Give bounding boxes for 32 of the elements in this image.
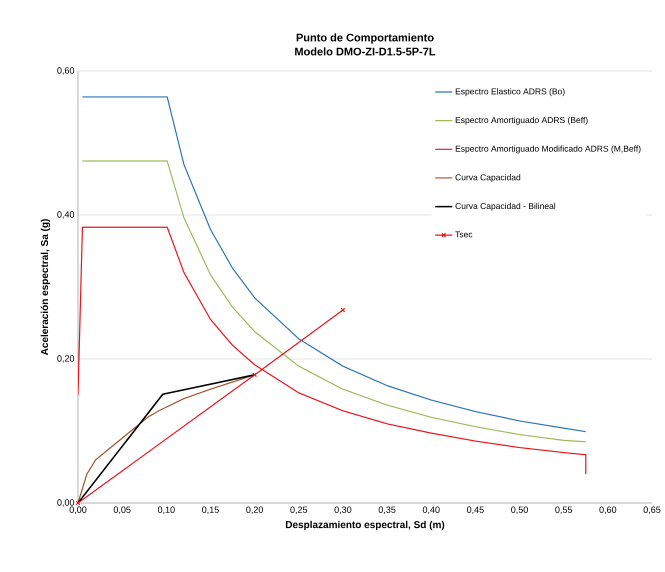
x-axis-title: Desplazamiento espectral, Sd (m) bbox=[286, 520, 444, 530]
legend-label: Espectro Amortiguado Modificado ADRS (M,Beff) bbox=[456, 145, 641, 154]
legend-label: Espectro Amortiguado ADRS (Beff) bbox=[456, 116, 588, 125]
x-tick-label: 0,45 bbox=[466, 506, 484, 514]
x-tick-label: 0,60 bbox=[599, 506, 616, 514]
x-tick-label: 0,30 bbox=[334, 506, 352, 514]
x-tick-label: 0,10 bbox=[158, 506, 175, 514]
legend-label: Curva Capacidad bbox=[456, 174, 520, 182]
chart-subtitle: Modelo DMO-ZI-D1.5-5P-7L bbox=[295, 47, 436, 56]
x-tick-label: 0,05 bbox=[114, 506, 131, 514]
x-tick-label: 0,00 bbox=[70, 506, 86, 514]
y-tick-label: 0,60 bbox=[57, 67, 74, 75]
x-tick-label: 0,35 bbox=[378, 506, 396, 514]
x-tick-label: 0,25 bbox=[290, 506, 308, 514]
line-series bbox=[82, 160, 586, 442]
legend-label: Tsec bbox=[455, 231, 472, 238]
legend-label: Curva Capacidad - Bilineal bbox=[456, 202, 556, 211]
line-series bbox=[78, 374, 256, 503]
y-tick-label: 0,00 bbox=[57, 499, 74, 507]
x-tick-label: 0,50 bbox=[511, 506, 528, 514]
x-tick-label: 0,20 bbox=[246, 506, 264, 514]
chart-title: Punto de Comportamiento bbox=[296, 33, 434, 44]
x-tick-label: 0,55 bbox=[555, 506, 572, 514]
x-tick-label: 0,15 bbox=[202, 506, 219, 514]
x-tick-label: 0,65 bbox=[644, 506, 660, 514]
line-series bbox=[82, 96, 586, 432]
y-tick-label: 0,40 bbox=[57, 211, 74, 219]
y-tick-label: 0,20 bbox=[57, 355, 74, 363]
legend-label: Espectro Elastico ADRS (Bo) bbox=[456, 88, 565, 96]
point bbox=[252, 372, 257, 378]
y-axis-title: Aceleración espectral, Sa (g) bbox=[40, 219, 50, 356]
x-tick-label: 0,40 bbox=[422, 506, 440, 514]
